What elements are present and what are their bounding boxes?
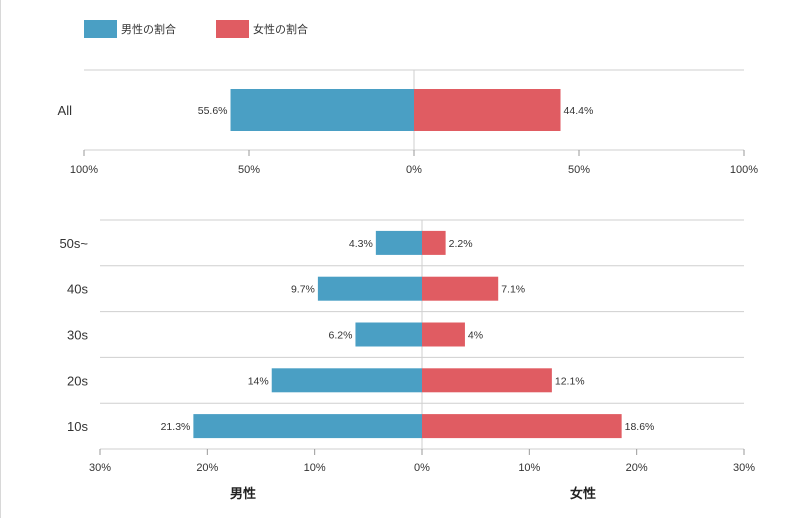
legend-item-male[interactable]: 男性の割合	[84, 20, 176, 38]
data-label-male: 14%	[248, 375, 269, 387]
bar-female[interactable]	[422, 230, 446, 255]
tick-label: 10%	[304, 462, 326, 474]
category-label: All	[58, 103, 73, 118]
data-label-male: 9.7%	[291, 284, 315, 296]
data-label-female: 7.1%	[501, 284, 525, 296]
tick-label: 100%	[730, 164, 758, 176]
tick-label: 20%	[626, 462, 648, 474]
bar-male[interactable]	[375, 230, 422, 255]
tick-label: 30%	[89, 462, 111, 474]
bar-female[interactable]	[414, 89, 561, 131]
category-label: 30s	[67, 328, 88, 343]
data-label-male: 55.6%	[198, 105, 228, 117]
category-label: 50s~	[59, 236, 88, 251]
side-label-male: 男性	[230, 486, 256, 501]
legend-label-female: 女性の割合	[253, 24, 308, 36]
page-left-border	[0, 0, 1, 518]
bar-female[interactable]	[422, 414, 622, 439]
legend-swatch-female	[216, 20, 249, 38]
legend-label-male: 男性の割合	[121, 24, 176, 36]
data-label-female: 44.4%	[564, 105, 594, 117]
data-label-female: 18.6%	[625, 421, 655, 433]
category-label: 20s	[67, 373, 88, 388]
bar-male[interactable]	[230, 89, 414, 131]
tick-label: 50%	[238, 164, 260, 176]
bar-female[interactable]	[422, 368, 552, 393]
bar-male[interactable]	[317, 276, 422, 301]
tick-label: 0%	[414, 462, 430, 474]
data-label-female: 12.1%	[555, 375, 585, 387]
tick-label: 100%	[70, 164, 98, 176]
category-label: 10s	[67, 419, 88, 434]
tick-label: 50%	[568, 164, 590, 176]
bar-male[interactable]	[271, 368, 422, 393]
data-label-male: 6.2%	[329, 330, 353, 342]
bar-female[interactable]	[422, 276, 499, 301]
category-label: 40s	[67, 282, 88, 297]
bar-male[interactable]	[355, 322, 422, 347]
legend: 男性の割合 女性の割合	[84, 20, 308, 38]
tick-label: 20%	[196, 462, 218, 474]
bar-male[interactable]	[193, 414, 422, 439]
legend-swatch-male	[84, 20, 117, 38]
tick-label: 30%	[733, 462, 755, 474]
tick-label: 0%	[406, 164, 422, 176]
bar-female[interactable]	[422, 322, 465, 347]
data-label-male: 21.3%	[161, 421, 191, 433]
tick-label: 10%	[518, 462, 540, 474]
data-label-female: 4%	[468, 330, 483, 342]
side-label-female: 女性	[570, 486, 596, 501]
data-label-male: 4.3%	[349, 238, 373, 250]
data-label-female: 2.2%	[449, 238, 473, 250]
legend-item-female[interactable]: 女性の割合	[216, 20, 308, 38]
